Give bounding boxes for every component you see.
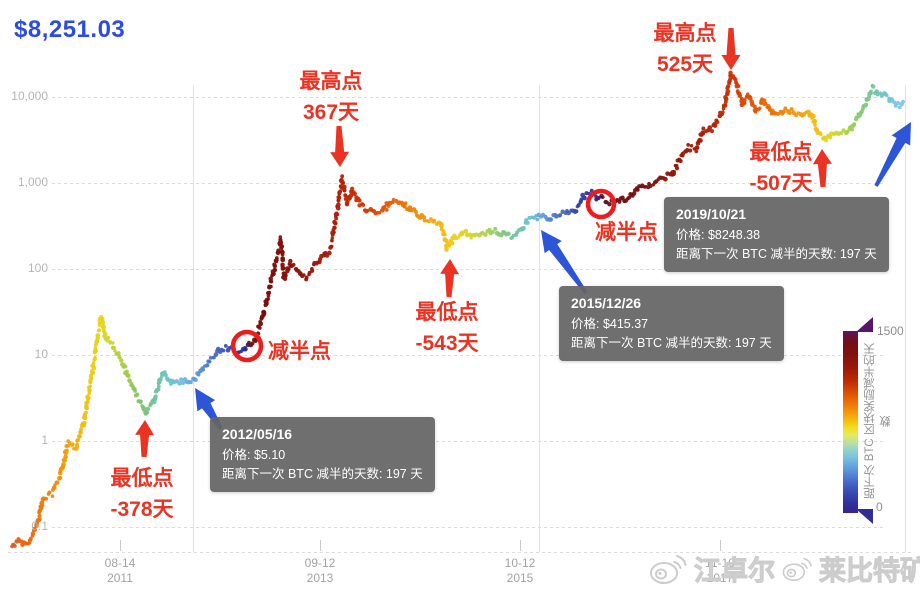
- x-axis-tick-label: 09-12 2013: [304, 556, 336, 585]
- annotation-low-2018: 最低点 -507天: [749, 141, 813, 195]
- annotation-high-2017: 最高点 525天: [653, 22, 717, 76]
- colorbar-min-label: 0: [876, 500, 883, 514]
- watermark-pool: 莱比特矿池: [819, 556, 920, 587]
- annotation-low-2015: 最低点 -543天: [415, 301, 479, 355]
- y-axis-label: 0.1: [31, 519, 48, 533]
- y-axis-label: 10,000: [11, 89, 48, 103]
- hover-tooltip-2019-10-21: 2019/10/21 价格: $8248.38 距离下一次 BTC 减半的天数: 1…: [664, 197, 889, 273]
- watermark-author: 江卓尔: [694, 556, 776, 587]
- annotation-high-2013: 最高点 367天: [299, 70, 363, 124]
- colorbar-axis-label: 距下次 BTC 区块奖励减半的天数: [864, 343, 892, 499]
- colorbar-max-marker-icon: [856, 317, 873, 332]
- y-axis-label: 100: [27, 261, 48, 275]
- weibo-icon: [650, 554, 687, 584]
- annotation-halving-2012: 减半点: [268, 340, 331, 363]
- x-axis-tick-label: 11-10 2017: [705, 556, 735, 585]
- y-axis-label: 1: [41, 433, 48, 447]
- annotation-halving-2016: 减半点: [595, 221, 658, 244]
- weibo-icon: [782, 557, 812, 581]
- x-axis-tick-label: 08-14 2011: [104, 556, 136, 585]
- hover-tooltip-2015-12-26: 2015/12/26 价格: $415.37 距离下一次 BTC 减半的天数: 19…: [559, 286, 784, 362]
- colorbar-min-marker-icon: [856, 509, 873, 524]
- current-price: $8,251.03: [14, 16, 126, 43]
- y-axis-label: 10: [34, 347, 48, 361]
- y-axis-label: 1,000: [17, 175, 48, 189]
- colorbar-max-label: 1500: [877, 324, 904, 338]
- x-axis-tick-label: 10-12 2015: [504, 556, 536, 585]
- watermark: 江卓尔 莱比特矿池: [648, 549, 920, 588]
- hover-tooltip-2012-05-16: 2012/05/16 价格: $5.10 距离下一次 BTC 减半的天数: 197 …: [210, 417, 435, 493]
- annotation-low-2011: 最低点 -378天: [110, 467, 174, 521]
- colorbar-gradient: [843, 331, 858, 513]
